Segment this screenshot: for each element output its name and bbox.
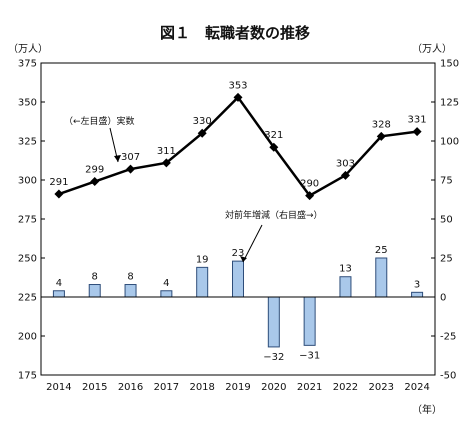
- line-point: [126, 164, 136, 174]
- bar: [232, 260, 244, 298]
- annotation-line-label: （←左目盛）実数: [64, 115, 135, 127]
- line-point: [305, 191, 315, 201]
- left-tick-label: 225: [18, 293, 37, 304]
- line-value-label: 291: [49, 177, 68, 188]
- line-point: [233, 92, 243, 102]
- annotation-bar-pointer-line: [242, 224, 263, 263]
- right-tick-label: 100: [440, 137, 459, 148]
- line-value-label: 290: [300, 179, 319, 190]
- line-point: [412, 127, 422, 137]
- x-axis-unit: （年）: [412, 403, 442, 416]
- line-value-label: 353: [228, 80, 247, 91]
- left-axis-ticks: 175 200 225 250 275 300 325 350 375: [18, 59, 45, 382]
- left-tick-label: 250: [18, 254, 37, 265]
- left-tick-label: 175: [18, 371, 37, 382]
- bar: [303, 296, 316, 346]
- bar-value-label: 4: [56, 278, 62, 289]
- bar-value-label: 8: [127, 272, 133, 283]
- bar-value-label: −32: [263, 352, 284, 363]
- line-point: [197, 128, 207, 138]
- bar: [375, 257, 388, 298]
- x-tick-label: 2023: [369, 382, 394, 393]
- right-tick-label: 50: [440, 215, 453, 226]
- right-tick-label: -50: [440, 371, 456, 382]
- right-tick-label: 150: [440, 59, 459, 70]
- line-value-label: 307: [121, 152, 140, 163]
- line-value-label: 303: [336, 158, 355, 169]
- annotation-pointer-arrowhead: [114, 155, 121, 162]
- series-line-actual: [58, 95, 418, 198]
- right-axis-unit: （万人）: [412, 43, 452, 55]
- left-tick-label: 275: [18, 215, 37, 226]
- x-tick-label: 2014: [46, 382, 71, 393]
- line-value-label: 330: [193, 116, 212, 127]
- bar-value-label: 19: [196, 254, 209, 265]
- bars-layer: 4 8 8 4 19 23 −32 −31 13 25 3: [52, 245, 424, 363]
- x-tick-label: 2021: [297, 382, 322, 393]
- annotation-bar-label: 対前年増減（右目盛→）: [225, 209, 323, 221]
- bar: [411, 291, 424, 298]
- line-value-label: 311: [157, 146, 176, 157]
- bar: [52, 290, 65, 298]
- left-tick-label: 300: [18, 176, 37, 187]
- bar: [124, 284, 137, 298]
- right-tick-label: 25: [440, 254, 453, 265]
- line-layer: 291 299 307 311 330 353 321 290 303 328 331: [49, 80, 427, 201]
- bar: [88, 284, 101, 298]
- line-value-label: 331: [408, 115, 427, 126]
- bar: [267, 296, 280, 348]
- line-value-label: 328: [372, 119, 391, 130]
- right-tick-label: 75: [440, 176, 453, 187]
- right-tick-label: 0: [440, 293, 446, 304]
- right-axis-ticks: -50 -25 0 25 50 75 100 125 150: [431, 59, 459, 382]
- x-tick-label: 2022: [333, 382, 358, 393]
- x-tick-label: 2016: [118, 382, 143, 393]
- bar-value-label: 25: [375, 245, 388, 256]
- x-axis-ticks: 2014 2015 2016 2017 2018 2019 2020 2021 2022 2023…: [46, 382, 430, 393]
- left-tick-label: 350: [18, 98, 37, 109]
- line-point: [376, 131, 386, 141]
- bar-value-label: 23: [232, 248, 245, 259]
- right-tick-label: 125: [440, 98, 459, 109]
- bar-value-label: 4: [163, 278, 169, 289]
- left-tick-label: 375: [18, 59, 37, 70]
- line-point: [340, 170, 350, 180]
- right-tick-label: -25: [440, 332, 456, 343]
- x-tick-label: 2017: [154, 382, 179, 393]
- line-value-label: 321: [264, 130, 283, 141]
- line-value-label: 299: [85, 165, 104, 176]
- x-tick-label: 2015: [82, 382, 107, 393]
- chart-title: 図１ 転職者数の推移: [160, 24, 310, 42]
- left-tick-label: 325: [18, 137, 37, 148]
- x-tick-label: 2024: [404, 382, 429, 393]
- line-point: [161, 158, 171, 168]
- annotation-bar-arrowhead: [240, 256, 247, 262]
- x-tick-label: 2018: [189, 382, 214, 393]
- bar-value-label: 8: [92, 272, 98, 283]
- line-point: [269, 142, 279, 152]
- bar: [196, 266, 209, 298]
- line-point: [54, 189, 64, 199]
- bar-value-label: 3: [414, 279, 420, 290]
- x-tick-label: 2019: [225, 382, 250, 393]
- left-axis-unit: （万人）: [8, 43, 48, 55]
- bar: [339, 276, 352, 298]
- bar-value-label: −31: [299, 350, 320, 361]
- bar-value-label: 13: [339, 264, 352, 275]
- line-point: [90, 177, 100, 187]
- x-tick-label: 2020: [261, 382, 286, 393]
- bar: [160, 290, 173, 298]
- left-tick-label: 200: [18, 332, 37, 343]
